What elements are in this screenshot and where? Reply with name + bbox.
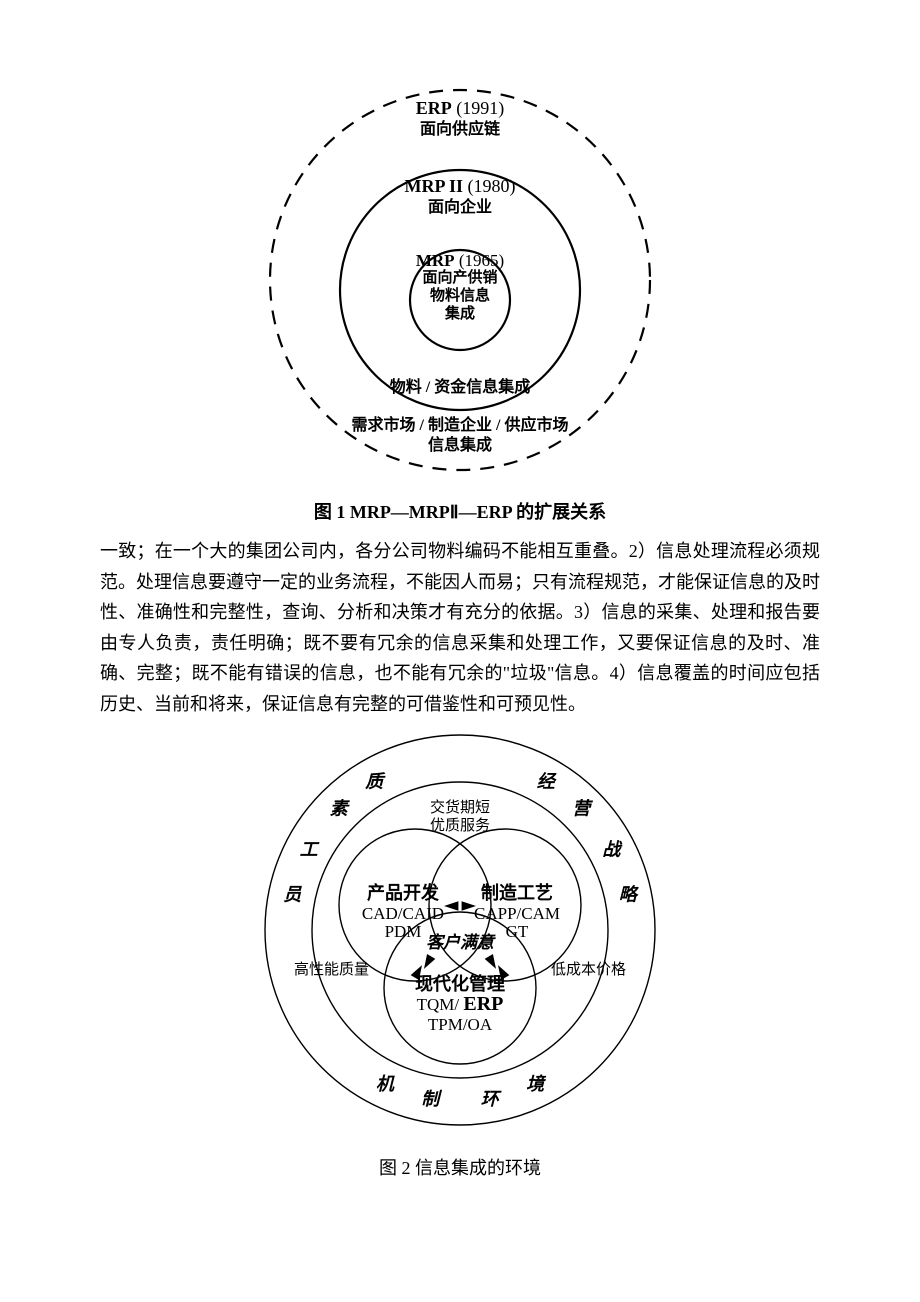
svg-text:素: 素 [330,798,351,818]
figure-2: 质素工员 经营战略机制 环 境 交货期短优质服务产品开发CAD/CAIDPDM 制造工艺C… [100,730,820,1150]
svg-text:员: 员 [283,884,302,904]
svg-text:MRP II (1980): MRP II (1980) [405,176,516,197]
svg-text:略: 略 [619,884,640,904]
figure-1-caption: 图 1 MRP—MRPⅡ—ERP 的扩展关系 [100,498,820,524]
svg-text:CAD/CAID: CAD/CAID [362,904,444,923]
svg-text:质: 质 [364,771,386,791]
svg-text:ERP (1991): ERP (1991) [416,98,505,119]
svg-text:面向供应链: 面向供应链 [420,119,501,138]
svg-text:经: 经 [537,771,558,791]
svg-text:环: 环 [481,1088,502,1108]
svg-text:TQM/ ERP: TQM/ ERP [417,993,504,1015]
figure-1: ERP (1991)面向供应链需求市场 / 制造企业 / 供应市场信息集成 MRP… [100,80,820,480]
svg-text:现代化管理: 现代化管理 [415,973,505,994]
svg-text:需求市场 / 制造企业 / 供应市场: 需求市场 / 制造企业 / 供应市场 [352,415,569,434]
document-page: ERP (1991)面向供应链需求市场 / 制造企业 / 供应市场信息集成 MRP… [0,0,920,1240]
svg-text:工: 工 [300,839,320,859]
svg-text:交货期短: 交货期短 [430,798,490,816]
svg-text:PDM: PDM [385,922,422,941]
figure-2-caption: 图 2 信息集成的环境 [100,1154,820,1180]
svg-text:制造工艺: 制造工艺 [481,882,553,903]
svg-text:营: 营 [572,798,593,818]
svg-text:低成本价格: 低成本价格 [551,961,626,978]
svg-text:CAPP/CAM: CAPP/CAM [474,904,560,923]
figure-1-svg: ERP (1991)面向供应链需求市场 / 制造企业 / 供应市场信息集成 MRP… [250,80,670,480]
svg-text:产品开发: 产品开发 [367,882,440,903]
svg-text:优质服务: 优质服务 [430,817,490,834]
svg-text:面向产供销: 面向产供销 [422,268,497,286]
svg-text:物料信息: 物料信息 [430,286,490,304]
svg-text:制: 制 [421,1088,442,1108]
body-paragraph: 一致；在一个大的集团公司内，各分公司物料编码不能相互重叠。2）信息处理流程必须规… [100,536,820,720]
svg-text:境: 境 [526,1074,547,1094]
svg-text:信息集成: 信息集成 [428,435,492,454]
svg-text:TPM/OA: TPM/OA [428,1015,493,1034]
figure-2-svg: 质素工员 经营战略机制 环 境 交货期短优质服务产品开发CAD/CAIDPDM 制造工艺C… [250,730,670,1150]
svg-text:客户满意: 客户满意 [426,933,496,952]
svg-text:机: 机 [376,1074,395,1094]
svg-text:MRP (1965): MRP (1965) [416,251,504,270]
svg-text:GT: GT [506,922,529,941]
svg-text:物料 / 资金信息集成: 物料 / 资金信息集成 [390,377,530,396]
svg-text:面向企业: 面向企业 [428,197,492,216]
svg-text:高性能质量: 高性能质量 [294,961,369,978]
svg-text:集成: 集成 [444,304,475,322]
svg-text:战: 战 [602,839,623,859]
